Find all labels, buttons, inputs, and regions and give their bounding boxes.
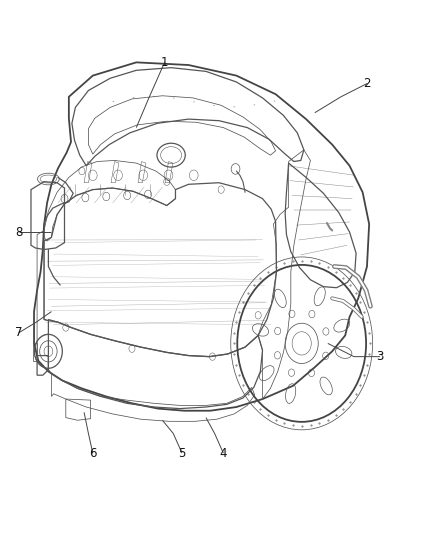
Text: 1: 1: [161, 56, 168, 69]
Text: 3: 3: [376, 350, 384, 363]
Text: 4: 4: [219, 447, 227, 459]
Text: 5: 5: [178, 447, 186, 459]
Text: 7: 7: [15, 326, 22, 340]
Text: 8: 8: [15, 225, 22, 239]
Text: 6: 6: [89, 447, 96, 459]
Text: 2: 2: [363, 77, 371, 90]
